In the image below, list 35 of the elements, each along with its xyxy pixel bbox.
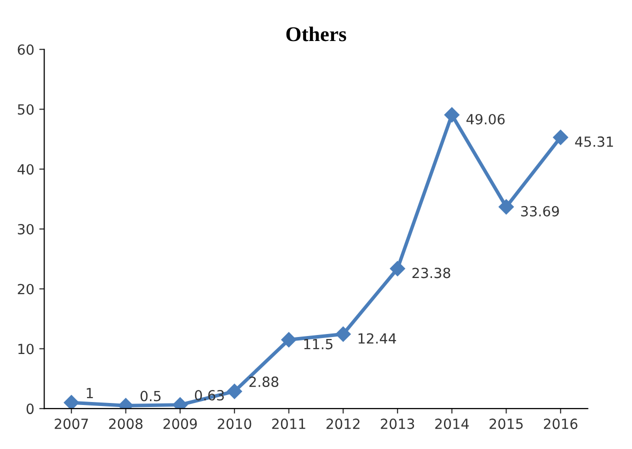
data-label: 2.88 bbox=[249, 376, 278, 388]
y-tick-label: 20 bbox=[18, 284, 34, 294]
x-tick-label: 2008 bbox=[109, 418, 142, 430]
point bbox=[553, 130, 568, 145]
x-tick-label: 2015 bbox=[490, 418, 523, 430]
point bbox=[498, 199, 514, 214]
data-label: 11.5 bbox=[304, 339, 332, 350]
y-tick-label: 50 bbox=[18, 104, 34, 115]
point bbox=[64, 395, 79, 409]
data-label: 1 bbox=[86, 388, 93, 398]
x-tick-label: 2012 bbox=[326, 418, 360, 430]
data-label: 12.44 bbox=[358, 333, 396, 344]
x-tick-label: 2014 bbox=[435, 418, 469, 430]
point bbox=[390, 261, 406, 276]
data-label: 33.69 bbox=[521, 206, 559, 216]
x-tick-label: 2013 bbox=[380, 418, 414, 430]
point bbox=[281, 332, 296, 348]
y-tick-label: 0 bbox=[26, 404, 34, 414]
x-tick-label: 2009 bbox=[163, 418, 197, 430]
point bbox=[336, 326, 351, 342]
data-label: 45.31 bbox=[575, 136, 613, 147]
x-tick-label: 2010 bbox=[218, 418, 252, 430]
y-tick-label: 60 bbox=[18, 44, 34, 55]
y-tick-label: 10 bbox=[18, 344, 34, 354]
y-tick-label: 30 bbox=[18, 224, 34, 234]
data-label: 23.38 bbox=[412, 268, 450, 278]
data-label: 0.5 bbox=[140, 390, 161, 402]
data-label: 49.06 bbox=[466, 114, 505, 124]
y-tick-label: 40 bbox=[18, 164, 34, 175]
x-tick-label: 2011 bbox=[272, 418, 306, 430]
x-tick-label: 2007 bbox=[54, 418, 88, 430]
point bbox=[226, 384, 242, 399]
x-tick-label: 2016 bbox=[544, 418, 578, 430]
point bbox=[444, 107, 460, 122]
chart-title: Others bbox=[286, 26, 346, 42]
